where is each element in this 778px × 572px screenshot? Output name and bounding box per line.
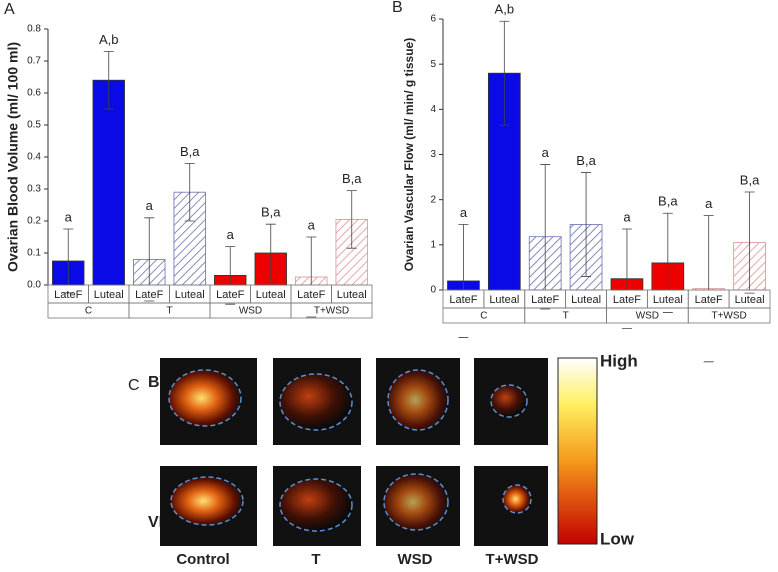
- annotation: B,a: [342, 171, 362, 186]
- error-bar: [540, 164, 551, 310]
- y-tick-label: 0.5: [27, 120, 41, 131]
- y-tick-label: 0.7: [27, 56, 41, 67]
- panel-letter: C: [128, 377, 140, 394]
- annotation: B,a: [576, 153, 596, 168]
- group-label: C: [85, 306, 92, 317]
- x-tick-label: LateF: [531, 294, 559, 306]
- error-bar: [225, 246, 236, 305]
- annotation: a: [146, 198, 154, 213]
- annotation: a: [308, 217, 316, 232]
- error-bar: [703, 215, 714, 363]
- color-scale: [557, 357, 598, 545]
- annotation: A,b: [495, 2, 515, 17]
- group-label: T: [166, 306, 172, 317]
- column-label: T+WSD: [486, 551, 539, 567]
- error-bar: [144, 217, 155, 302]
- x-tick-label: Luteal: [175, 289, 205, 301]
- x-tick-label: Luteal: [653, 294, 683, 306]
- group-label: T: [563, 311, 569, 322]
- y-tick-label: 0.4: [27, 152, 41, 163]
- x-tick-label: Luteal: [256, 289, 286, 301]
- x-tick-label: Luteal: [571, 294, 601, 306]
- y-tick-label: 2: [430, 194, 436, 205]
- column-label: T: [311, 551, 320, 567]
- annotation: B,a: [261, 205, 281, 220]
- image-vf-twsd: [474, 466, 548, 546]
- scale-low: Low: [600, 529, 635, 548]
- x-tick-label: Luteal: [735, 294, 765, 306]
- x-tick-label: Luteal: [489, 294, 519, 306]
- error-bar: [621, 228, 632, 329]
- group-label: WSD: [239, 306, 262, 317]
- y-tick-label: 3: [430, 149, 436, 160]
- scale-high: High: [600, 351, 638, 370]
- y-axis-label: Ovarian Vascular Flow (ml/ min/ g tissue…: [402, 38, 416, 271]
- image-vf-t: [273, 466, 361, 546]
- y-tick-label: 0.8: [27, 24, 41, 35]
- image-bv-wsd: [376, 358, 460, 445]
- error-bar: [346, 190, 357, 249]
- group-cell: [687, 307, 771, 324]
- x-tick-label: LateF: [449, 294, 477, 306]
- chart: A Ovarian Blood Volume (ml/ 100 ml) 0.0 0.1…: [4, 1, 373, 319]
- annotation: B,a: [658, 194, 678, 209]
- annotation: a: [65, 209, 73, 224]
- panel-letter: A: [4, 1, 15, 18]
- error-bar: [458, 224, 469, 338]
- x-tick-label: LateF: [135, 289, 163, 301]
- error-bar: [103, 51, 114, 110]
- y-tick-label: 6: [430, 14, 436, 25]
- group-label: WSD: [636, 311, 659, 322]
- annotation: a: [705, 196, 713, 211]
- error-bar: [63, 228, 74, 294]
- image-bv-control: [160, 358, 257, 445]
- x-tick-label: LateF: [216, 289, 244, 301]
- y-tick-label: 0.6: [27, 88, 41, 99]
- error-bar: [662, 212, 673, 313]
- x-tick-label: Luteal: [94, 289, 124, 301]
- annotation: a: [460, 205, 468, 220]
- group-label: T+WSD: [711, 311, 746, 322]
- y-tick-label: 0.1: [27, 248, 41, 259]
- image-vf-wsd: [376, 466, 460, 546]
- image-bv-twsd: [474, 358, 548, 445]
- y-tick-label: 5: [430, 59, 436, 70]
- error-bar: [184, 163, 195, 222]
- x-tick-label: Luteal: [337, 289, 367, 301]
- group-label: T+WSD: [314, 306, 349, 317]
- panel-c: C BV VF Control T WSD T+WSD High Low: [128, 351, 638, 567]
- y-tick-label: 0.2: [27, 216, 41, 227]
- group-label: C: [480, 311, 487, 322]
- annotation: B,a: [180, 144, 200, 159]
- y-tick-label: 4: [430, 104, 436, 115]
- annotation: a: [542, 145, 550, 160]
- column-label: WSD: [398, 551, 433, 567]
- image-vf-control: [160, 466, 257, 546]
- y-axis-label: Ovarian Blood Volume (ml/ 100 ml): [5, 42, 21, 272]
- image-bv-t: [273, 358, 361, 445]
- y-tick-label: 0.3: [27, 184, 41, 195]
- error-bar: [581, 172, 592, 277]
- x-tick-label: LateF: [54, 289, 82, 301]
- error-bar: [306, 236, 317, 318]
- bar: [92, 79, 125, 286]
- annotation: B,a: [740, 172, 760, 187]
- y-tick-label: 1: [430, 239, 436, 250]
- group-cell: [290, 302, 373, 319]
- error-bar: [499, 20, 510, 126]
- annotation: a: [623, 209, 631, 224]
- error-bar: [265, 223, 276, 283]
- x-tick-label: LateF: [695, 294, 723, 306]
- error-bar: [744, 191, 755, 294]
- column-label: Control: [176, 551, 229, 567]
- x-tick-label: LateF: [297, 289, 325, 301]
- panel-letter: B: [392, 0, 403, 16]
- x-tick-label: LateF: [613, 294, 641, 306]
- y-tick-label: 0.0: [27, 280, 41, 291]
- annotation: A,b: [99, 32, 119, 47]
- annotation: a: [227, 227, 235, 242]
- chart: B Ovarian Vascular Flow (ml/ min/ g tissu…: [392, 0, 771, 363]
- y-tick-label: 0: [430, 285, 436, 296]
